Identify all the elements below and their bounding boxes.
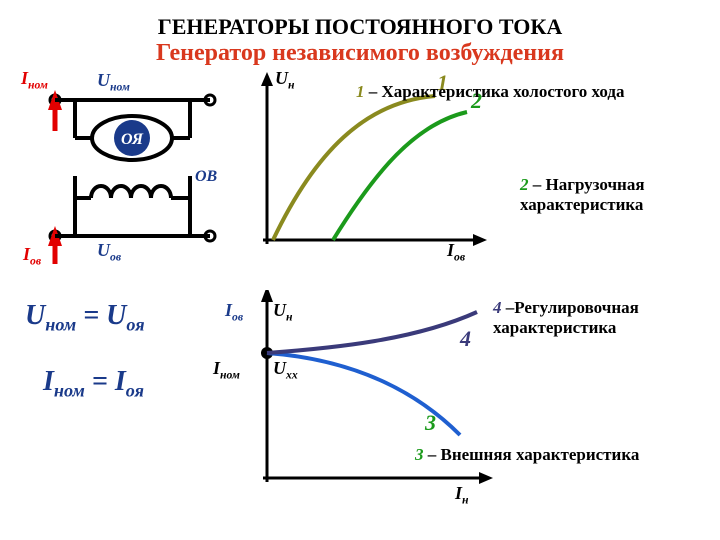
main-title: ГЕНЕРАТОРЫ ПОСТОЯННОГО ТОКА [0, 14, 720, 40]
label-ov: ОВ [195, 168, 217, 186]
label-uov: Uов [97, 240, 121, 264]
svg-text:3: 3 [424, 410, 436, 435]
legend-curve-3: 3 – Внешняя характеристика [415, 445, 715, 465]
formula-2: Iном = Iоя [43, 366, 145, 402]
subtitle-text: Генератор независимого возбуждения [156, 40, 564, 66]
legend-curve-2: 2 – Нагрузочная характеристика [520, 175, 720, 215]
formula-block: Uном = Uоя Iном = Iоя [25, 300, 145, 401]
chart-2: 34IовUнIномUххIн [255, 290, 495, 505]
label-inom: Iном [21, 68, 48, 92]
legend-curve-4: 4 –Регулировочная характеристика [493, 298, 713, 338]
schematic-diagram: ОЯ Iном Uном ОВ [15, 76, 230, 266]
oya-label: ОЯ [121, 131, 144, 148]
label-iov: Iов [23, 244, 41, 268]
subtitle: Генератор независимого возбуждения [0, 40, 720, 67]
formula-1: Uном = Uоя [25, 300, 145, 336]
label-unom: Uном [97, 70, 130, 94]
legend-curve-1: 1 – Характеристика холостого хода [356, 82, 696, 102]
svg-text:4: 4 [459, 326, 471, 351]
